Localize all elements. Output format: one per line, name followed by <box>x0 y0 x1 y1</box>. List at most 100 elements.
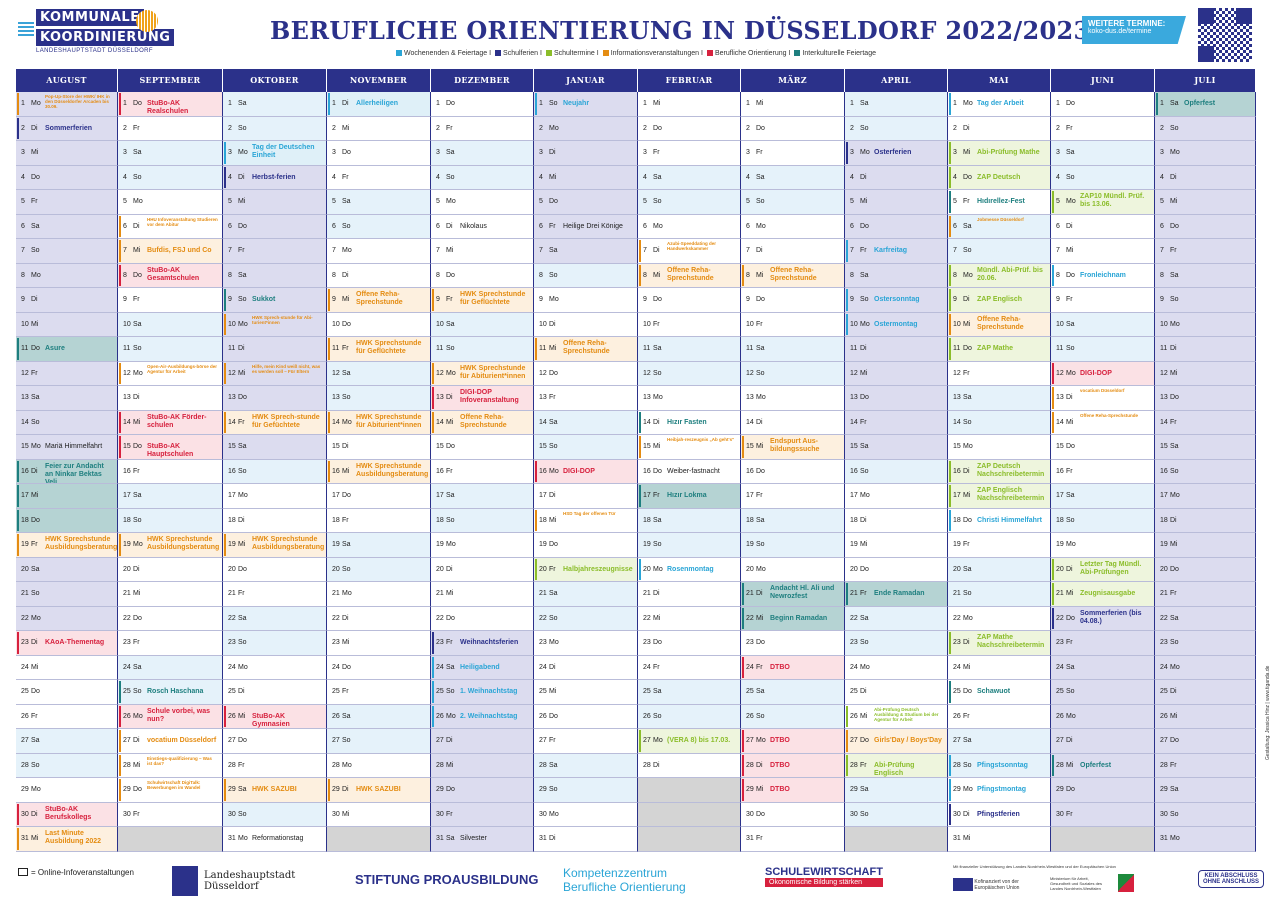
event-label[interactable]: StuBo-AK Gesamtschulen <box>147 266 200 282</box>
event-label[interactable]: Tag der Arbeit <box>977 100 1024 107</box>
event-label[interactable]: Girls'Day / Boys'Day <box>874 737 942 744</box>
event-label[interactable]: Pop-Up-Store der HWK/ IHK in den Düsseld… <box>45 94 110 109</box>
event-label[interactable]: HWK Sprechstunde für Geflüchtete <box>460 291 526 306</box>
event-label[interactable]: Pfingstsonntag <box>977 761 1028 769</box>
event-label[interactable]: Mariä Himmelfahrt <box>45 443 103 450</box>
event-label[interactable]: HWK SAZUBI <box>252 786 297 793</box>
event-label[interactable]: Heilige Drei Könige <box>563 222 623 230</box>
event-label[interactable]: HWK Sprechstunde für Geflüchtete <box>356 340 422 355</box>
event-label[interactable]: Offene Reha-Sprechstunde <box>667 266 714 282</box>
event-label[interactable]: Letzter Tag Mündl. Abi-Prüfungen <box>1080 560 1142 576</box>
event-label[interactable]: Ende Ramadan <box>874 590 925 597</box>
event-label[interactable]: HWK Sprech-stunde für Gefüchtete <box>252 413 320 429</box>
event-label[interactable]: Sukkot <box>252 296 276 303</box>
event-label[interactable]: HWK SAZUBI <box>356 786 401 793</box>
event-label[interactable]: Christi Himmelfahrt <box>977 516 1042 524</box>
event-label[interactable]: Abi-Prüfung Englisch <box>874 761 915 777</box>
event-label[interactable]: 2. Weihnachtstag <box>460 712 518 720</box>
event-label[interactable]: DIGI-DOP Infoveranstaltung <box>460 389 519 404</box>
event-label[interactable]: Bufdis, FSJ und Co <box>147 247 212 254</box>
event-label[interactable]: Herbst-ferien <box>252 173 296 181</box>
event-label[interactable]: Asure <box>45 345 65 352</box>
event-label[interactable]: Allerheiligen <box>356 100 399 107</box>
event-label[interactable]: Jobmesse Düsseldorf <box>977 216 1024 222</box>
event-label[interactable]: DIGI-DOP <box>563 467 595 475</box>
event-label[interactable]: Opferfest <box>1184 100 1216 107</box>
termine-url[interactable]: koko-dus.de/termine <box>1088 28 1152 35</box>
event-label[interactable]: Feier zur Andacht an Ninkar Bektas Veli <box>45 462 104 484</box>
event-label[interactable]: Mündl. Abi-Prüf. bis 20.06. <box>977 266 1043 282</box>
event-label[interactable]: ZAP Mathe <box>977 345 1014 352</box>
event-label[interactable]: Rosenmontag <box>667 565 714 573</box>
event-label[interactable]: DTBO <box>770 737 790 744</box>
event-label[interactable]: Weihnachtsferien <box>460 639 519 646</box>
event-label[interactable]: StuBo-AK Förder-schulen <box>147 413 207 429</box>
event-label[interactable]: Heiligabend <box>460 663 500 671</box>
event-label[interactable]: HWK Sprechstunde Ausbildungsberatung <box>45 536 118 551</box>
event-label[interactable]: HWK Sprechstunde Ausbildungsberatung <box>356 462 429 478</box>
event-label[interactable]: Offene Reha-Sprechstunde <box>356 291 403 306</box>
event-label[interactable]: 1. Weihnachtstag <box>460 688 518 695</box>
event-label[interactable]: Schawuot <box>977 688 1011 695</box>
event-label[interactable]: Weiber-fastnacht <box>667 467 720 475</box>
event-label[interactable]: StuBo-AK Hauptschulen <box>147 443 194 458</box>
event-label[interactable]: Last Minute Ausbildung 2022 <box>45 830 102 845</box>
event-label[interactable]: Schulwirtschaft DigiTalk: Bewerbungen im… <box>147 780 201 790</box>
event-label[interactable]: ZAP Deutsch Nachschreibetermin <box>977 462 1045 478</box>
event-label[interactable]: Endspurt Aus-bildungssuche <box>770 438 820 453</box>
event-label[interactable]: ZAP Englisch Nachschreibetermin <box>977 487 1045 502</box>
event-label[interactable]: HWK Sprechstunde für Abiturient*innen <box>356 413 422 429</box>
event-label[interactable]: Schule vorbei, was nun? <box>147 707 211 723</box>
event-label[interactable]: Ostersonntag <box>874 296 920 303</box>
event-label[interactable]: Abi-Prüfung Deutsch Ausbildung & Studium… <box>874 706 939 722</box>
event-label[interactable]: Osterferien <box>874 149 912 156</box>
event-label[interactable]: vocatium Düsseldorf <box>1080 388 1125 393</box>
event-label[interactable]: DTBO <box>770 786 790 793</box>
event-label[interactable]: Hızır Fasten <box>667 418 707 426</box>
event-label[interactable]: ZAP Englisch <box>977 296 1022 303</box>
event-label[interactable]: Neujahr <box>563 100 590 107</box>
event-label[interactable]: Offene Reha-Sprechstunde <box>1080 412 1139 418</box>
event-label[interactable]: Abi-Prüfung Mathe <box>977 149 1040 156</box>
event-label[interactable]: Offene Reha-Sprechstunde <box>770 266 817 282</box>
event-label[interactable]: Sommerferien (bis 04.08.) <box>1080 609 1142 625</box>
event-label[interactable]: KAoA-Thementag <box>45 639 105 646</box>
event-label[interactable]: HWK Sprechstunde Ausbildungsberatung <box>252 536 325 551</box>
event-label[interactable]: Hızır Lokma <box>667 492 707 499</box>
event-label[interactable]: DIGI-DOP <box>1080 369 1112 377</box>
event-label[interactable]: StuBo-AK Gymnasien <box>252 712 290 728</box>
event-label[interactable]: Opferfest <box>1080 761 1112 769</box>
weitere-termine-banner[interactable]: WEITERE TERMINE: koko-dus.de/termine <box>1082 16 1186 44</box>
event-label[interactable]: Pfingstferien <box>977 810 1020 818</box>
event-label[interactable]: (VERA 8) bis 17.03. <box>667 737 731 744</box>
event-label[interactable]: Nikolaus <box>460 222 487 230</box>
event-label[interactable]: vocatium Düsseldorf <box>147 737 217 744</box>
event-label[interactable]: StuBo-AK Realschulen <box>147 100 189 115</box>
event-label[interactable]: Silvester <box>460 835 487 842</box>
event-label[interactable]: Pfingstmontag <box>977 786 1026 793</box>
event-label[interactable]: Reformationstag <box>252 835 304 842</box>
event-label[interactable]: Tag der Deutschen Einheit <box>252 144 315 159</box>
event-label[interactable]: Einstiegs-qualifizierung – Was ist das? <box>147 755 212 766</box>
event-label[interactable]: Heibjah-reszeugnis „Ab geht's" <box>667 437 735 442</box>
event-label[interactable]: Ostermontag <box>874 320 918 328</box>
event-label[interactable]: Halbjahreszeugnisse <box>563 565 633 573</box>
event-label[interactable]: Offene Reha-Sprechstunde <box>977 315 1024 331</box>
event-label[interactable]: Open-Air-Ausbildungs-börse der Agentur f… <box>147 363 218 374</box>
event-label[interactable]: Karfreitag <box>874 247 908 254</box>
event-label[interactable]: ZAP10 Mündl. Prüf. bis 13.06. <box>1080 193 1145 208</box>
event-label[interactable]: Fronleichnam <box>1080 271 1126 279</box>
qr-code-icon[interactable] <box>1198 8 1252 62</box>
event-label[interactable]: ZAP Deutsch <box>977 173 1021 181</box>
event-label[interactable]: HWK Sprech-stunde für Abi-turient*innen <box>252 314 313 325</box>
event-label[interactable]: StuBo-AK Berufskollegs <box>45 805 92 821</box>
event-label[interactable]: Offene Reha-Sprechstunde <box>563 340 610 355</box>
event-label[interactable]: DTBO <box>770 761 790 769</box>
event-label[interactable]: Azubi-Speeddating der Handwerkskammer <box>667 241 717 251</box>
event-label[interactable]: Andacht Hl. Ali und Newrozfest <box>770 585 835 600</box>
event-label[interactable]: HSD Tag der offenen Tür <box>563 510 616 516</box>
event-label[interactable]: Beginn Ramadan <box>770 614 828 622</box>
event-label[interactable]: DTBO <box>770 663 790 671</box>
event-label[interactable]: HWK Sprechstunde für Abiturient*innen <box>460 364 526 380</box>
event-label[interactable]: Rosch Haschana <box>147 688 204 695</box>
